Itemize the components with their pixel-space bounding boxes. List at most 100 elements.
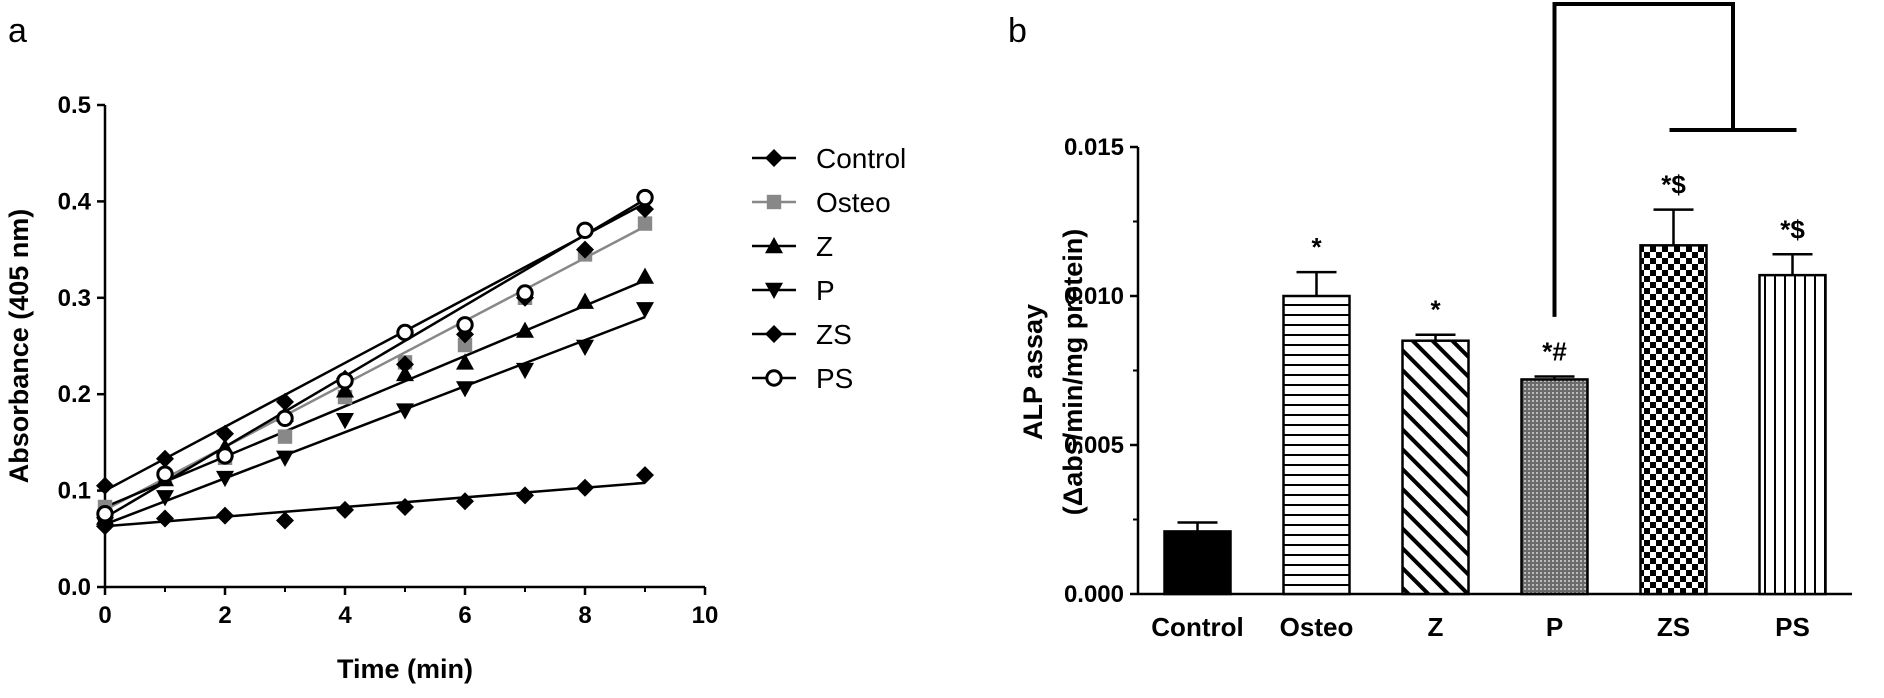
line-chart-panel-a: 0.0 0.1 0.2 0.3 0.4 0.5 0 2 4 6 8 10 Time (min) Ab…	[4, 92, 906, 684]
data-point-z	[336, 381, 354, 398]
data-point-z	[636, 267, 654, 284]
bar-z	[1401, 339, 1470, 596]
y-axis-title-b: ALP assay	[1018, 304, 1048, 440]
panel-label-b: b	[1008, 12, 1027, 50]
y-tick-label-a: 0.1	[58, 478, 91, 505]
data-point-ps	[96, 505, 114, 523]
data-point-ps	[336, 372, 354, 390]
data-point-osteo	[637, 216, 653, 231]
legend-label-zs: ZS	[816, 319, 852, 350]
data-point-p	[516, 362, 534, 380]
data-point-ps	[156, 465, 174, 483]
x-tick-label-b: Osteo	[1280, 612, 1354, 642]
bar-osteo	[1282, 294, 1351, 596]
data-point-p	[336, 413, 354, 430]
bar-control	[1163, 530, 1232, 596]
data-point-control	[396, 497, 414, 516]
data-point-control	[336, 500, 354, 519]
data-point-control	[156, 509, 174, 528]
y-tick-label-b: 0.005	[1064, 432, 1124, 459]
data-point-zs	[276, 392, 294, 411]
y-tick-label-a: 0.0	[58, 574, 91, 601]
significance-z: *	[1430, 295, 1441, 325]
data-point-p	[576, 339, 594, 356]
legend-label-control: Control	[816, 143, 906, 174]
x-tick-label-a: 6	[458, 602, 471, 629]
y-tick-label-a: 0.2	[58, 381, 91, 408]
y-tick-label-b: 0.000	[1064, 581, 1124, 608]
data-point-osteo	[457, 337, 473, 353]
legend-marker-z	[765, 237, 783, 254]
fit-line-osteo	[104, 225, 646, 511]
data-point-z	[576, 292, 594, 309]
data-point-p	[636, 302, 654, 319]
legend-marker-ps	[765, 369, 783, 387]
data-point-ps	[276, 409, 294, 427]
data-point-control	[456, 492, 474, 511]
data-point-zs	[156, 449, 174, 468]
legend-marker-p	[765, 282, 783, 299]
x-tick-label-b: Z	[1428, 612, 1444, 642]
bar-zs	[1639, 244, 1708, 596]
y-tick-label-b: 0.015	[1064, 134, 1124, 161]
y-tick-label-a: 0.3	[58, 285, 91, 312]
data-point-zs	[396, 355, 414, 374]
x-tick-label-b: Control	[1151, 612, 1243, 642]
legend-marker-osteo	[766, 194, 782, 210]
legend-a: Control Osteo ZP ZS PS	[752, 143, 906, 394]
legend-label-osteo: Osteo	[816, 187, 891, 218]
legend-marker-control	[765, 149, 783, 167]
y-axis-title-a: Absorbance (405 nm)	[4, 209, 34, 484]
data-point-ps	[456, 316, 474, 334]
fit-line-ps	[104, 198, 646, 519]
data-point-p	[396, 403, 414, 420]
x-tick-label-b: P	[1546, 612, 1563, 642]
x-tick-label-b: PS	[1775, 612, 1810, 642]
legend-marker-zs	[765, 325, 783, 343]
data-point-control	[636, 466, 654, 485]
data-point-zs	[216, 424, 234, 443]
data-point-zs	[576, 240, 594, 259]
bracket-line	[1552, 2, 1735, 317]
bar-ps	[1758, 273, 1827, 596]
x-tick-label-a: 4	[338, 602, 352, 629]
data-point-control	[516, 486, 534, 505]
significance-zs: *$	[1661, 170, 1686, 200]
fit-line-control	[104, 481, 646, 528]
data-point-ps	[516, 284, 534, 302]
bar-p	[1520, 378, 1589, 596]
data-point-control	[276, 511, 294, 530]
panel-label-a: a	[8, 12, 27, 50]
significance-bracket	[1552, 2, 1797, 317]
y-tick-label-a: 0.4	[58, 188, 92, 215]
x-tick-label-b: ZS	[1657, 612, 1690, 642]
fit-line-z	[104, 279, 646, 509]
data-point-ps	[576, 221, 594, 240]
legend-label-z: Z	[816, 231, 833, 262]
data-point-ps	[216, 447, 234, 465]
x-axis-title-a: Time (min)	[337, 654, 473, 684]
x-tick-label-a: 10	[692, 602, 719, 629]
significance-osteo: *	[1311, 232, 1322, 262]
legend-label-p: P	[816, 275, 835, 306]
data-point-osteo	[277, 429, 293, 444]
data-point-z	[456, 353, 474, 370]
y-tick-label-a: 0.5	[58, 92, 91, 119]
data-point-p	[276, 450, 294, 467]
fit-line-p	[104, 315, 646, 526]
y-axis-subtitle-b: (Δabs/min/mg protein)	[1058, 229, 1088, 515]
data-point-p	[156, 490, 174, 507]
data-point-p	[456, 381, 474, 398]
legend-label-ps: PS	[816, 363, 853, 394]
x-tick-label-a: 8	[578, 602, 591, 629]
data-point-control	[216, 506, 234, 525]
data-point-ps	[636, 188, 654, 207]
y-tick-label-b: 0.010	[1064, 283, 1124, 310]
data-point-control	[576, 478, 594, 497]
significance-ps: *$	[1780, 214, 1805, 244]
data-point-z	[516, 321, 534, 338]
x-tick-label-a: 0	[98, 602, 111, 629]
x-tick-label-a: 2	[218, 602, 231, 629]
